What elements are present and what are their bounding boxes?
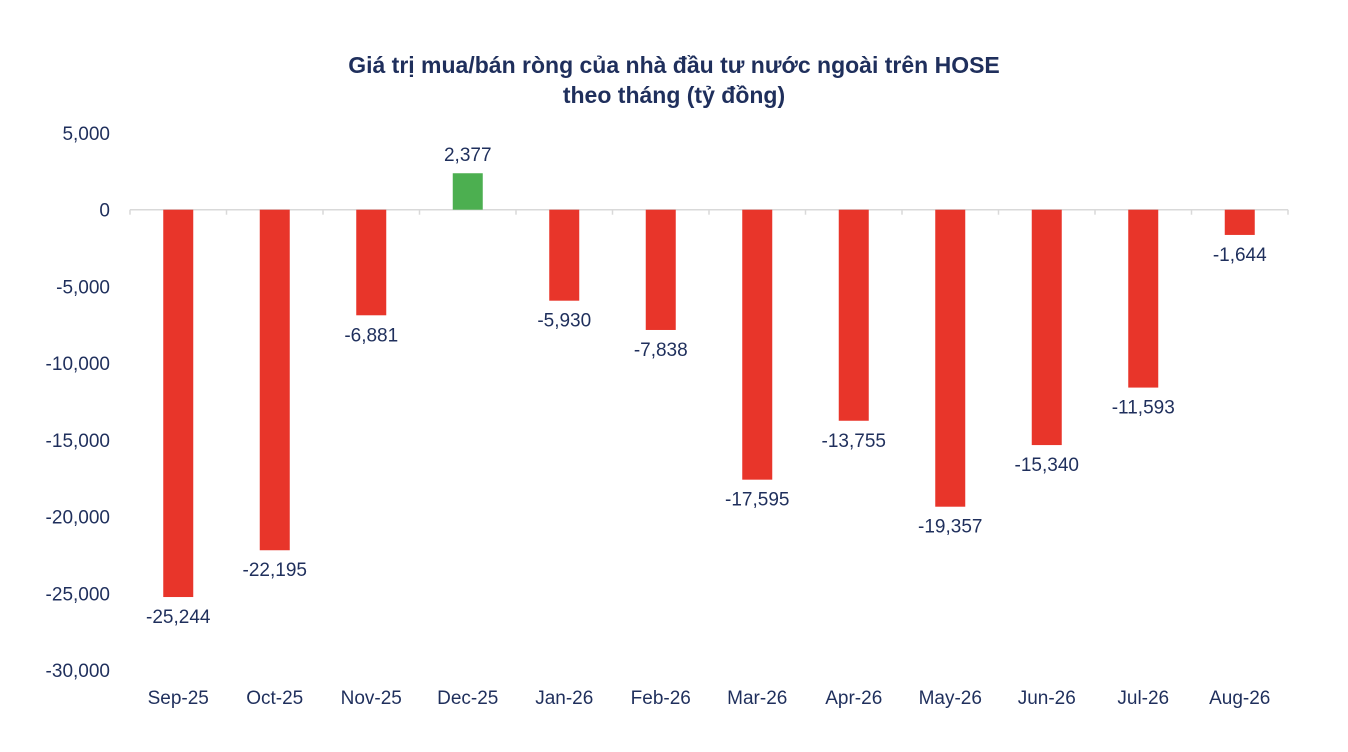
data-label: -17,595 bbox=[725, 490, 789, 511]
y-tick-label: -20,000 bbox=[46, 508, 110, 529]
y-tick-label: 5,000 bbox=[62, 124, 110, 145]
x-tick-label: Jun-26 bbox=[1018, 688, 1076, 709]
data-label: -25,244 bbox=[146, 607, 211, 628]
bar bbox=[645, 209, 676, 330]
y-tick-label: -25,000 bbox=[46, 584, 110, 605]
bar bbox=[259, 209, 290, 551]
x-tick-label: May-26 bbox=[919, 688, 982, 709]
x-tick-label: Apr-26 bbox=[825, 688, 882, 709]
y-tick-label: -15,000 bbox=[46, 431, 110, 452]
x-tick-label: Aug-26 bbox=[1209, 688, 1270, 709]
chart-subtitle: theo tháng (tỷ đồng) bbox=[562, 82, 786, 108]
data-label: -5,930 bbox=[537, 311, 591, 332]
y-tick-label: -30,000 bbox=[46, 661, 110, 682]
chart-title: Giá trị mua/bán ròng của nhà đầu tư nước… bbox=[348, 52, 1000, 78]
bar bbox=[935, 209, 966, 507]
y-tick-label: 0 bbox=[99, 201, 110, 222]
data-label: 2,377 bbox=[444, 145, 492, 166]
bar bbox=[356, 209, 387, 316]
x-tick-label: Nov-25 bbox=[341, 688, 402, 709]
y-tick-label: -5,000 bbox=[56, 277, 110, 298]
bar bbox=[163, 209, 194, 598]
bar bbox=[549, 209, 580, 301]
x-tick-label: Jul-26 bbox=[1117, 688, 1169, 709]
bar bbox=[1128, 209, 1159, 388]
data-label: -1,644 bbox=[1213, 245, 1267, 266]
data-label: -7,838 bbox=[634, 340, 688, 361]
data-label: -6,881 bbox=[344, 325, 398, 346]
data-label: -11,593 bbox=[1112, 398, 1175, 419]
bar bbox=[838, 209, 869, 421]
x-tick-label: Mar-26 bbox=[727, 688, 787, 709]
data-label: -13,755 bbox=[822, 431, 886, 452]
x-tick-label: Sep-25 bbox=[148, 688, 209, 709]
y-tick-label: -10,000 bbox=[46, 354, 110, 375]
x-tick-label: Feb-26 bbox=[631, 688, 691, 709]
data-label: -15,340 bbox=[1015, 455, 1079, 476]
bar bbox=[1031, 209, 1062, 446]
x-tick-label: Jan-26 bbox=[535, 688, 593, 709]
bar bbox=[1224, 209, 1255, 235]
data-label: -19,357 bbox=[918, 517, 982, 538]
x-tick-label: Dec-25 bbox=[437, 688, 498, 709]
data-label: -22,195 bbox=[243, 560, 307, 581]
bar bbox=[452, 173, 483, 210]
bar bbox=[742, 209, 773, 480]
x-tick-label: Oct-25 bbox=[246, 688, 303, 709]
